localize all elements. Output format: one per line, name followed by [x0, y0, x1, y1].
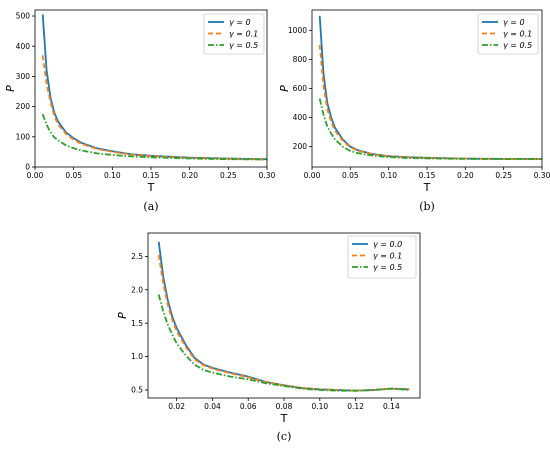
chart-a: 0.00 0.05 0.10 0.15 0.20 0.25 0.30 0 100 200 300 40…	[4, 9, 276, 213]
x-tick-label: 0.06	[240, 402, 257, 411]
legend-box	[203, 13, 265, 55]
x-tick-label: 0.00	[27, 171, 44, 180]
series-line-3	[318, 98, 542, 160]
x-tick-label: 0.15	[419, 171, 436, 180]
x-tick-label: 0.08	[276, 402, 293, 411]
x-tick-label: 0.00	[304, 171, 321, 180]
x-tick-label: 0.04	[204, 402, 221, 411]
legend-label-2: γ = 0.1	[229, 30, 258, 39]
y-axis-label: P	[278, 85, 291, 92]
x-tick-label: 0.02	[168, 402, 185, 411]
series-line-2	[157, 254, 410, 392]
y-tick-label: 1000	[288, 26, 307, 35]
x-axis-label: T	[280, 412, 288, 425]
y-tick-label: 300	[16, 72, 31, 81]
x-tick-label: 0.30	[534, 171, 550, 180]
y-tick-label: 0.5	[131, 386, 143, 395]
y-tick-label: 1.5	[131, 319, 143, 328]
series-line-3	[157, 294, 410, 392]
y-tick-label: 500	[16, 12, 31, 21]
x-tick-label: 0.14	[383, 402, 400, 411]
figure-caption: (c)	[277, 430, 292, 443]
y-tick-label: 2.5	[131, 252, 143, 261]
y-tick-label: 1.0	[131, 352, 143, 361]
y-axis-label: P	[116, 312, 129, 319]
legend-label-2: γ = 0.1	[503, 30, 532, 39]
chart-b: 0.00 0.05 0.10 0.15 0.20 0.25 0.30 200 400 600 800…	[278, 9, 550, 213]
x-axis-label: T	[423, 181, 431, 194]
y-tick-label: 400	[16, 42, 31, 51]
y-tick-label: 600	[293, 84, 308, 93]
y-tick-label: 200	[16, 102, 31, 111]
series-line-3	[41, 113, 268, 161]
figure-caption: (a)	[143, 200, 158, 213]
x-tick-label: 0.05	[65, 171, 82, 180]
y-tick-label: 400	[293, 113, 308, 122]
y-tick-label: 0	[25, 163, 30, 172]
y-axis-label: P	[4, 85, 17, 92]
x-tick-label: 0.05	[342, 171, 359, 180]
legend: γ = 0.0 γ = 0.1 γ = 0.5	[347, 235, 417, 279]
x-axis-label: T	[147, 181, 155, 194]
series-line-2	[41, 55, 268, 161]
x-tick-label: 0.10	[380, 171, 397, 180]
legend-label-1: γ = 0	[229, 18, 251, 27]
legend-label-3: γ = 0.5	[503, 41, 532, 50]
series-line-1	[41, 14, 268, 161]
chart-c: 0.02 0.04 0.06 0.08 0.10 0.12 0.14 0.5 1.0 1.5 2.0…	[116, 232, 421, 443]
x-tick-label: 0.20	[181, 171, 198, 180]
x-tick-label: 0.10	[311, 402, 328, 411]
y-tick-label: 100	[16, 132, 31, 141]
x-tick-label: 0.12	[347, 402, 364, 411]
x-tick-label: 0.10	[104, 171, 121, 180]
legend: γ = 0 γ = 0.1 γ = 0.5	[203, 13, 265, 55]
legend-label-3: γ = 0.5	[373, 263, 402, 272]
legend-label-1: γ = 0.0	[373, 240, 402, 249]
figure-caption: (b)	[419, 200, 435, 213]
legend-box	[477, 13, 539, 55]
legend-label-2: γ = 0.1	[373, 252, 402, 261]
y-tick-label: 2.0	[131, 285, 143, 294]
x-tick-label: 0.20	[457, 171, 474, 180]
x-tick-label: 0.30	[259, 171, 276, 180]
legend-label-1: γ = 0	[503, 18, 525, 27]
series-line-2	[318, 44, 543, 160]
legend: γ = 0 γ = 0.1 γ = 0.5	[477, 13, 539, 55]
x-tick-label: 0.25	[220, 171, 237, 180]
x-tick-label: 0.25	[495, 171, 512, 180]
y-tick-label: 800	[293, 55, 308, 64]
y-tick-label: 200	[293, 142, 308, 151]
legend-label-3: γ = 0.5	[229, 41, 258, 50]
x-tick-label: 0.15	[143, 171, 160, 180]
